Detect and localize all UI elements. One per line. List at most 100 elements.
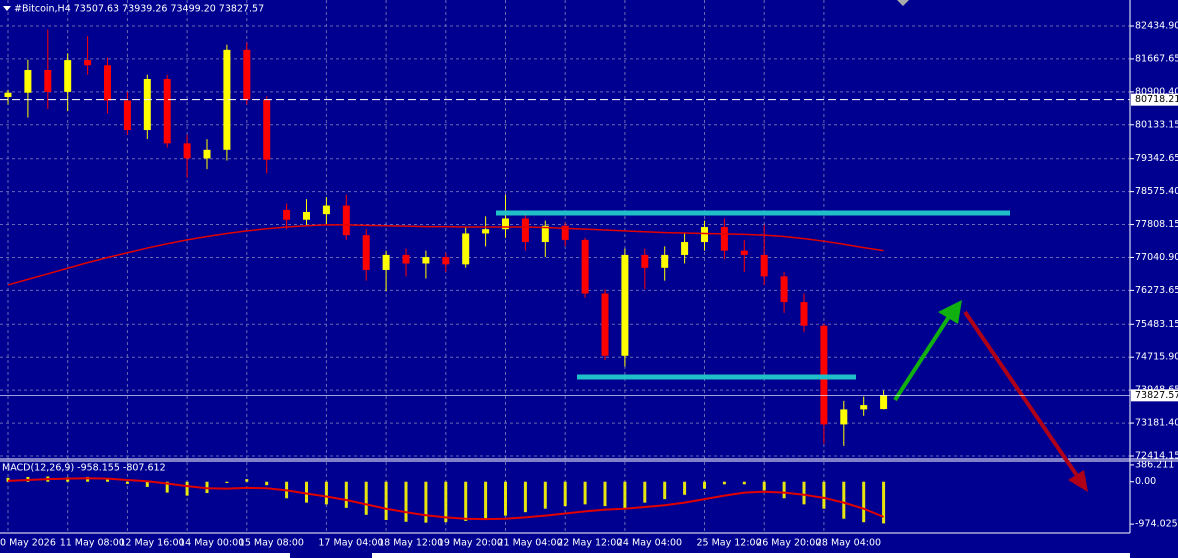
macd-bar xyxy=(842,481,846,519)
macd-bar xyxy=(722,481,726,485)
candle-body xyxy=(382,254,390,270)
candle-body xyxy=(482,229,490,234)
macd-bar xyxy=(165,481,169,493)
candle-body xyxy=(442,257,450,265)
macd-bar xyxy=(424,481,428,523)
price-label-box xyxy=(1131,389,1178,402)
candle-body xyxy=(740,250,748,255)
candle-body xyxy=(601,293,609,356)
y-tick-label: 80133.15 xyxy=(1135,119,1178,130)
menu-icon[interactable] xyxy=(3,6,11,11)
macd-bar xyxy=(364,481,368,515)
up-arrow[interactable] xyxy=(893,300,962,402)
x-tick-label: 14 May 00:00 xyxy=(179,538,244,549)
y-tick-label: 386.211 xyxy=(1135,459,1174,470)
down-arrow[interactable] xyxy=(963,310,1088,492)
macd-bar xyxy=(762,481,766,491)
y-tick-label: 80718.21 xyxy=(1135,94,1178,105)
candle-body xyxy=(581,239,589,294)
macd-bar xyxy=(822,481,826,509)
y-tick-label: 79342.65 xyxy=(1135,153,1178,164)
x-tick-label: 26 May 20:00 xyxy=(756,538,821,549)
moving-average xyxy=(7,224,884,286)
candle-body xyxy=(641,254,649,268)
y-tick-label: 77808.15 xyxy=(1135,219,1178,230)
candle-body xyxy=(720,227,728,251)
candle-body xyxy=(701,227,708,243)
y-tick-label: 80900.40 xyxy=(1135,86,1178,97)
x-tick-label: 18 May 12:00 xyxy=(378,538,443,549)
macd-bar xyxy=(643,481,647,503)
tab-strip[interactable] xyxy=(0,553,290,558)
x-tick-label: 24 May 04:00 xyxy=(617,538,682,549)
macd-bar xyxy=(464,481,468,521)
candle-body xyxy=(283,209,291,220)
candle-body xyxy=(4,92,12,98)
indicator-title: MACD(12,26,9) -958.155 -807.612 xyxy=(2,463,166,474)
x-tick-label: 12 May 16:00 xyxy=(119,538,184,549)
candle-body xyxy=(123,100,131,131)
chart-title: #Bitcoin,H4 73507.63 73939.26 73499.20 7… xyxy=(14,4,264,15)
x-tick-label: 22 May 12:00 xyxy=(557,538,622,549)
y-tick-label: 81667.65 xyxy=(1135,53,1178,64)
candle-body xyxy=(223,49,231,150)
candle-body xyxy=(163,78,171,144)
y-tick-label: 0.00 xyxy=(1135,476,1156,487)
macd-bar xyxy=(265,481,269,486)
candle-body xyxy=(183,143,191,159)
candle-body xyxy=(342,205,350,236)
candle-body xyxy=(502,218,509,230)
macd-bar xyxy=(523,481,527,513)
macd-bar xyxy=(384,481,388,521)
macd-bar xyxy=(583,481,587,505)
candle-body xyxy=(800,302,808,326)
macd-bar xyxy=(6,477,10,482)
macd-bar xyxy=(683,481,687,495)
price-label-box xyxy=(1131,93,1178,106)
candle-body xyxy=(143,78,151,131)
candle-body xyxy=(44,69,52,92)
macd-bar xyxy=(145,481,149,487)
candle-body xyxy=(24,69,32,93)
candle-body xyxy=(243,49,251,100)
x-tick-label: 15 May 08:00 xyxy=(239,538,304,549)
macd-bar xyxy=(245,479,249,482)
shift-marker[interactable] xyxy=(897,0,909,6)
y-tick-label: 74715.90 xyxy=(1135,352,1178,363)
candle-body xyxy=(780,276,788,303)
candle-body xyxy=(541,225,549,243)
macd-bar xyxy=(603,481,607,507)
y-tick-label: 73827.57 xyxy=(1135,390,1178,401)
candle-body xyxy=(303,212,310,220)
candle-body xyxy=(84,60,92,66)
marks xyxy=(4,29,888,524)
candle-body xyxy=(880,395,888,410)
candle-body xyxy=(661,254,669,268)
y-tick-label: -974.025 xyxy=(1135,519,1178,530)
macd-bar xyxy=(504,481,507,516)
macd-bar xyxy=(404,481,408,522)
candle-body xyxy=(203,149,211,159)
y-tick-label: 75483.15 xyxy=(1135,319,1178,330)
macd-bar xyxy=(782,481,786,499)
candle-body xyxy=(362,235,370,270)
macd-bar xyxy=(484,481,488,519)
y-tick-label: 72414.15 xyxy=(1135,450,1178,461)
macd-bar xyxy=(225,481,229,484)
x-tick-label: 0 May 2026 xyxy=(0,538,56,549)
scrollbar[interactable] xyxy=(372,553,1130,558)
y-tick-label: 76273.65 xyxy=(1135,285,1178,296)
candle-body xyxy=(64,60,72,92)
y-tick-label: 82434.90 xyxy=(1135,21,1178,32)
x-tick-label: 25 May 12:00 xyxy=(697,538,762,549)
candle-body xyxy=(840,409,848,425)
x-tick-label: 21 May 04:00 xyxy=(498,538,563,549)
macd-bar xyxy=(862,481,866,523)
macd-bar xyxy=(324,481,328,505)
signal-line xyxy=(7,477,884,521)
candle-body xyxy=(561,225,569,240)
macd-bar xyxy=(663,481,667,500)
macd-bar xyxy=(563,481,567,507)
